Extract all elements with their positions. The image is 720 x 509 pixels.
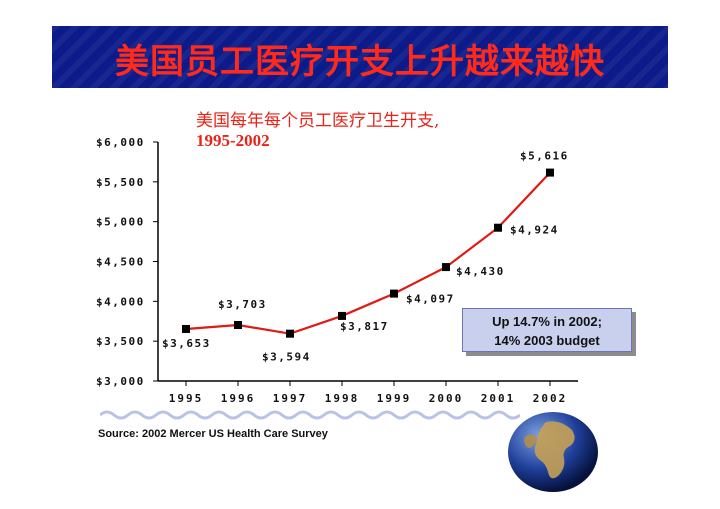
x-tick-label: 1996 — [221, 392, 256, 405]
y-tick-label: $4,000 — [96, 295, 145, 308]
series-group — [182, 168, 554, 338]
x-tick-label: 1995 — [169, 392, 204, 405]
y-tick-label: $6,000 — [96, 136, 145, 149]
data-label: $4,430 — [456, 265, 505, 278]
y-tick-label: $4,500 — [96, 256, 145, 269]
data-point-marker — [494, 223, 502, 232]
page-title: 美国员工医疗开支上升越来越快 — [115, 42, 605, 82]
data-label: $3,817 — [340, 320, 389, 333]
chart-subtitle: 美国每年每个员工医疗卫生开支, — [196, 111, 440, 131]
x-tick-label: 1998 — [325, 392, 360, 405]
data-point-marker — [234, 320, 242, 329]
x-tick-label: 1997 — [273, 392, 308, 405]
x-tick-label: 2000 — [429, 392, 464, 405]
banner-pattern — [52, 26, 668, 88]
data-point-marker — [182, 324, 190, 333]
chart-subtitle-years: 1995-2002 — [196, 131, 270, 150]
data-label: $3,703 — [218, 298, 267, 311]
data-label: $3,594 — [262, 351, 311, 364]
data-point-marker — [390, 289, 398, 298]
data-label: $3,653 — [162, 337, 211, 350]
y-axis-ticks: $3,000 $3,500 $4,000 $4,500 $5,000 $5,500 $6,0… — [96, 136, 158, 388]
y-tick-label: $3,500 — [96, 335, 145, 348]
callout-line-1: Up 14.7% in 2002; — [492, 314, 602, 329]
y-tick-label: $5,500 — [96, 176, 145, 189]
growth-callout-box: Up 14.7% in 2002; 14% 2003 budget — [462, 308, 632, 352]
series-line — [185, 171, 551, 335]
title-banner: 美国员工医疗开支上升越来越快 — [52, 26, 668, 88]
data-label: $4,097 — [406, 293, 455, 306]
x-axis-ticks: 1995 1996 1997 1998 1999 2000 2001 2002 — [169, 381, 568, 405]
x-tick-label: 1999 — [377, 392, 412, 405]
data-labels: $3,653 $3,703 $3,594 $3,817 $4,097 $4,430 $4,9… — [162, 150, 569, 364]
data-point-marker — [286, 329, 294, 338]
source-note: Source: 2002 Mercer US Health Care Surve… — [98, 428, 328, 440]
globe-icon — [508, 412, 598, 492]
callout-line-2: 14% 2003 budget — [494, 333, 600, 348]
data-label: $4,924 — [510, 224, 559, 237]
y-tick-label: $5,000 — [96, 216, 145, 229]
data-point-marker — [442, 263, 450, 272]
x-tick-label: 2001 — [481, 392, 516, 405]
data-label: $5,616 — [520, 150, 569, 163]
x-tick-label: 2002 — [533, 392, 568, 405]
data-point-marker — [338, 311, 346, 320]
y-tick-label: $3,000 — [96, 375, 145, 388]
wave-divider — [100, 410, 520, 420]
data-point-marker — [546, 168, 554, 177]
